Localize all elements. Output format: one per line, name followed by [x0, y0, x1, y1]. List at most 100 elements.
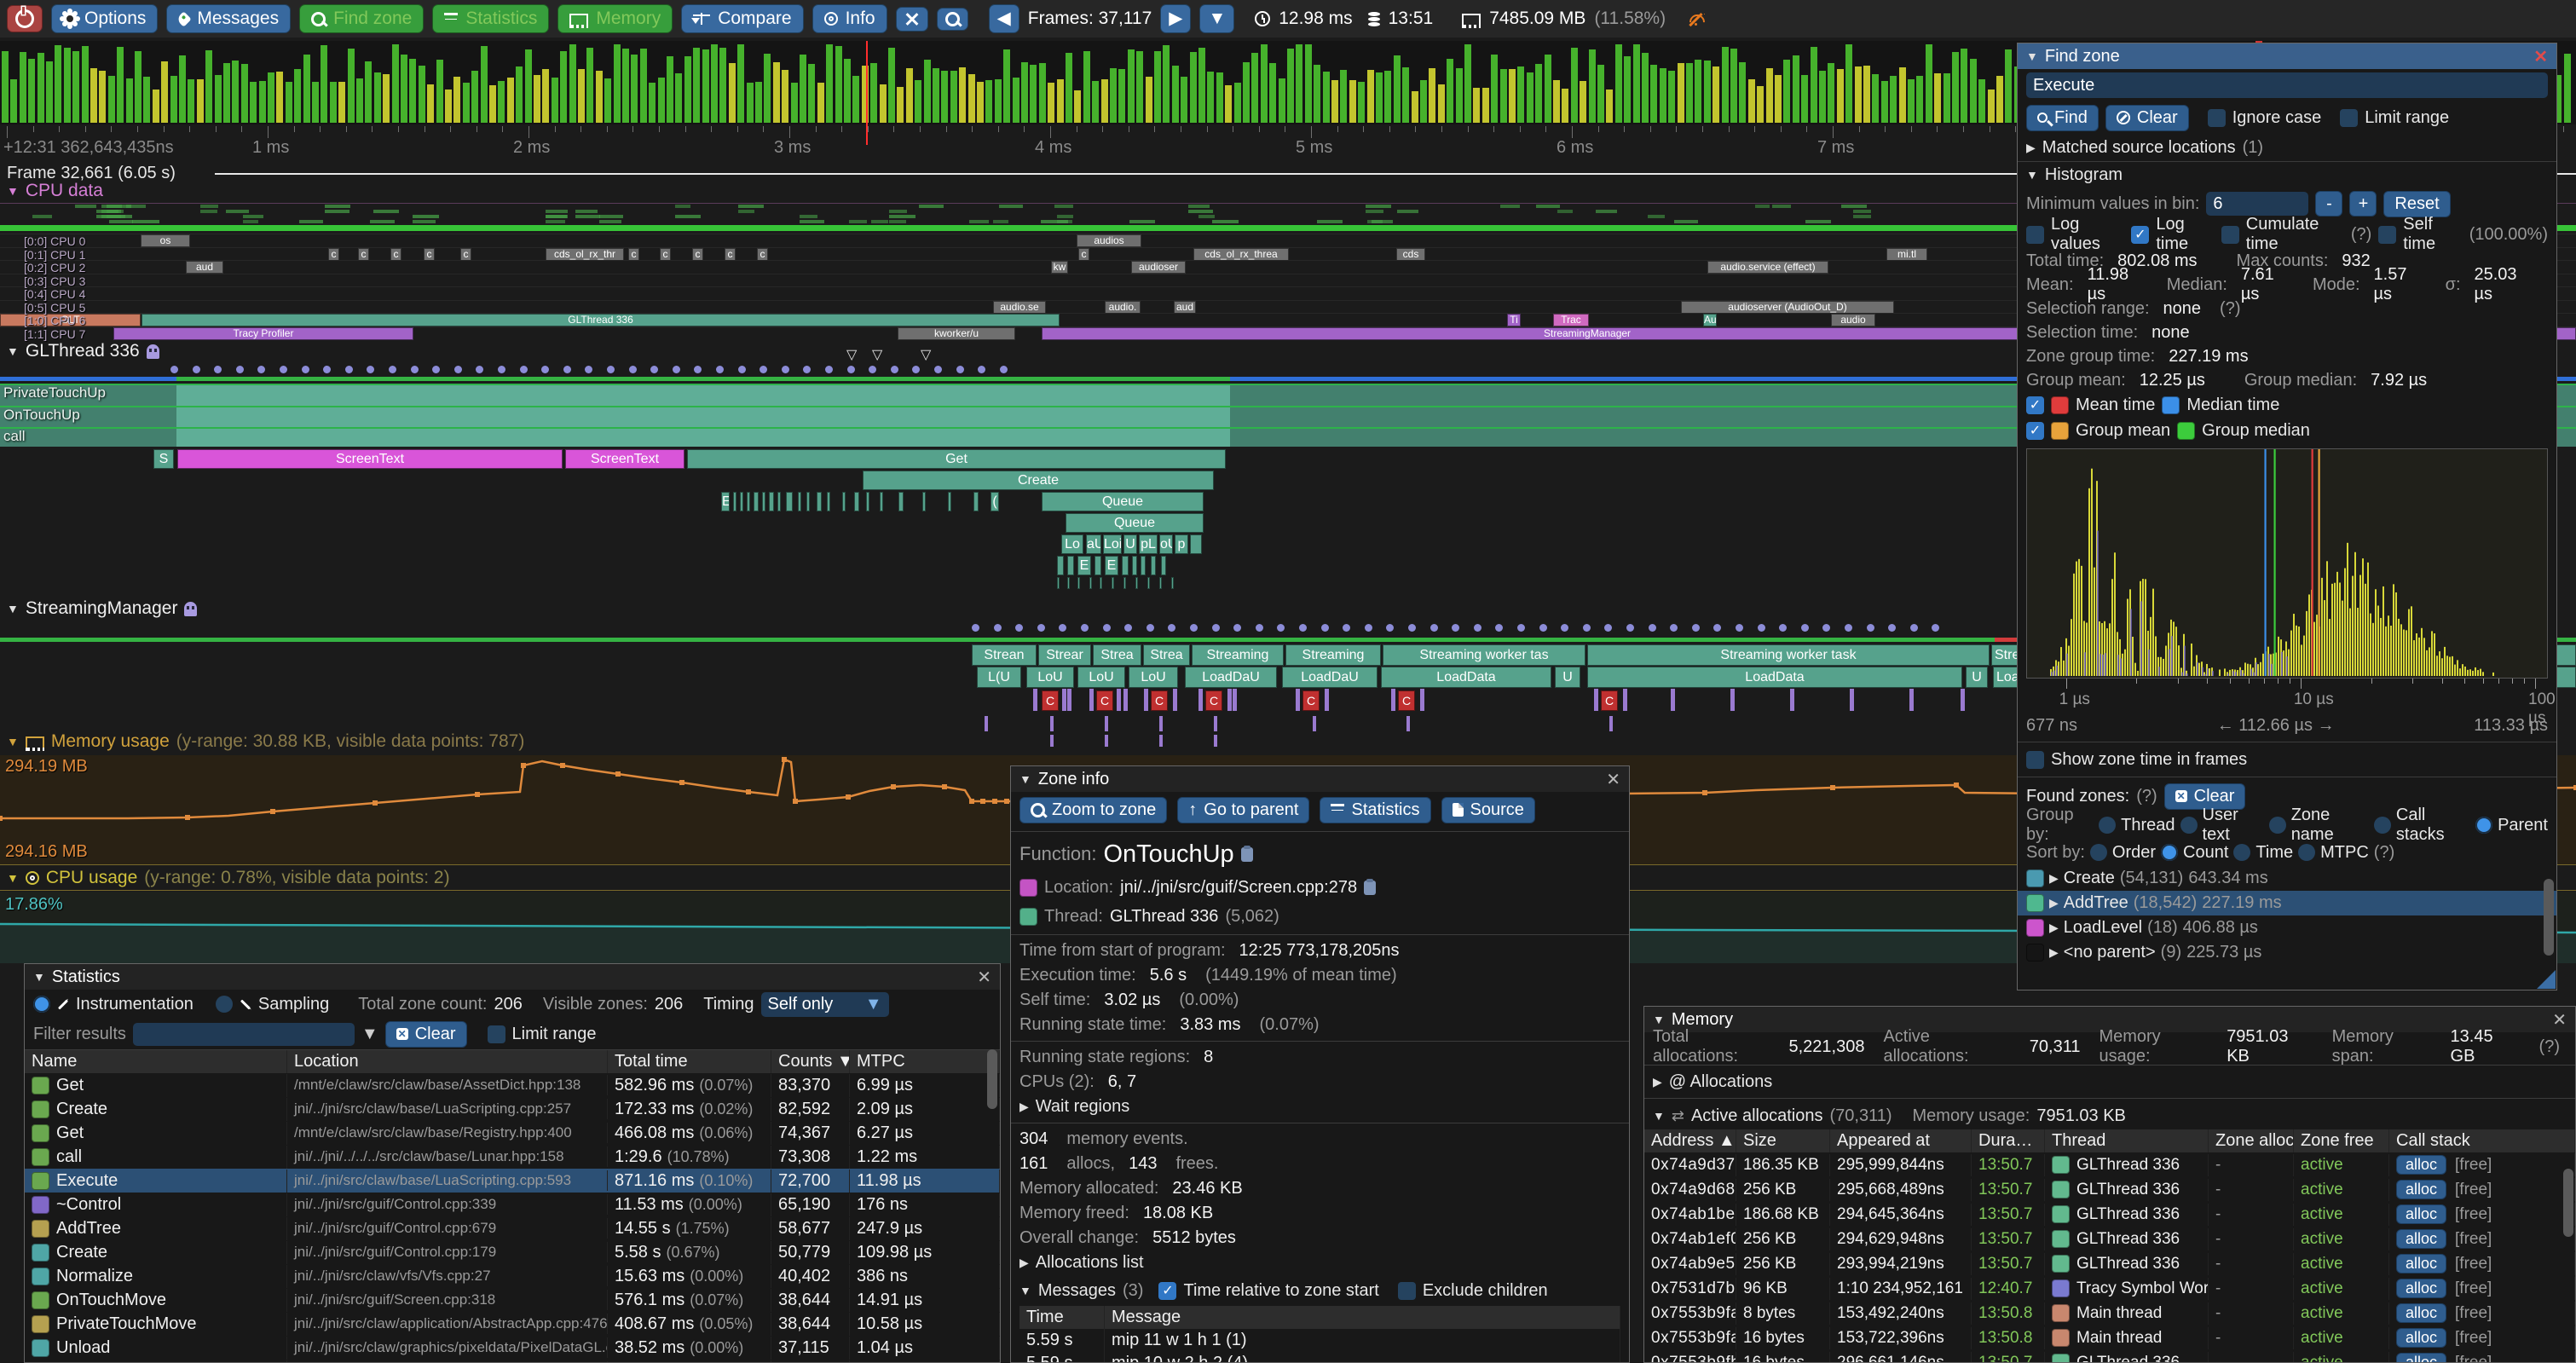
- column-header-time[interactable]: Time: [1019, 1306, 1105, 1329]
- limit-range-checkbox[interactable]: [2340, 108, 2359, 127]
- legend-checkbox[interactable]: ✓: [2026, 421, 2044, 440]
- cpu-zone[interactable]: audios: [1077, 234, 1141, 247]
- timeline-zone[interactable]: [1151, 556, 1156, 575]
- column-header-total-time[interactable]: Total time: [608, 1050, 771, 1073]
- timeline-zone[interactable]: [898, 492, 904, 511]
- timeline-zone[interactable]: [1190, 534, 1202, 554]
- close-icon[interactable]: ✕: [977, 967, 991, 987]
- close-icon[interactable]: ✕: [2533, 47, 2548, 66]
- message-dot[interactable]: [563, 366, 571, 373]
- message-dot[interactable]: [498, 366, 505, 373]
- timeline-zone[interactable]: LoadData: [1381, 667, 1551, 688]
- cpu-zone[interactable]: mi.tl: [1886, 247, 1927, 261]
- message-dot[interactable]: [257, 366, 266, 373]
- message-dot[interactable]: [1932, 624, 1940, 632]
- message-dot[interactable]: [869, 366, 877, 373]
- table-row[interactable]: Normalize jni/../jni/src/claw/vfs/Vfs.cpp…: [25, 1264, 1000, 1288]
- c-zone[interactable]: C: [1601, 690, 1618, 711]
- message-dot[interactable]: [519, 366, 528, 373]
- timeline-zone[interactable]: [798, 492, 801, 511]
- timeline-zone[interactable]: [786, 492, 793, 511]
- timing-select[interactable]: Self only ▼: [760, 991, 889, 1017]
- copy-icon[interactable]: [1240, 845, 1253, 862]
- table-row[interactable]: OnRedraw jni/../jni/src/claw/application/…: [25, 1360, 1000, 1362]
- message-dot[interactable]: [389, 366, 396, 373]
- message-dot[interactable]: [192, 366, 200, 373]
- message-dot[interactable]: [1343, 624, 1351, 632]
- histogram-group[interactable]: ▼ Histogram: [2026, 165, 2123, 184]
- c-zone[interactable]: C: [1205, 690, 1222, 711]
- cpu-zone[interactable]: aud: [1174, 300, 1196, 314]
- message-dot[interactable]: [825, 366, 833, 373]
- radio-count[interactable]: [2161, 844, 2179, 861]
- message-dot[interactable]: [1190, 624, 1198, 632]
- reset-button[interactable]: Reset: [2383, 190, 2451, 217]
- active-allocations-group[interactable]: ▼ ⇄ Active allocations (70,311) Memory u…: [1653, 1106, 2126, 1125]
- column-header-mtpc[interactable]: MTPC: [850, 1050, 1000, 1073]
- timeline-zone[interactable]: Strea: [1143, 644, 1190, 666]
- message-dot[interactable]: [1473, 624, 1481, 632]
- zone-info-button-statistics[interactable]: Statistics: [1320, 796, 1431, 823]
- timeline-zone[interactable]: [817, 492, 822, 511]
- message-dot[interactable]: [993, 624, 1002, 632]
- timeline-zone[interactable]: [827, 492, 830, 511]
- message-dot[interactable]: [1255, 624, 1263, 632]
- message-dot[interactable]: [1081, 624, 1089, 632]
- column-header-address[interactable]: Address ▲: [1644, 1129, 1736, 1152]
- timeline-zone[interactable]: ScreenText: [177, 449, 563, 469]
- message-dot[interactable]: [1015, 624, 1024, 632]
- timeline-zone[interactable]: Queue: [1042, 492, 1204, 511]
- radio-parent[interactable]: [2475, 817, 2493, 834]
- find-zone-titlebar[interactable]: ▼ Find zone ✕: [2018, 43, 2556, 69]
- message-dot[interactable]: [1408, 624, 1416, 632]
- timeline-zone[interactable]: LoU: [1077, 667, 1125, 688]
- timeline-zone[interactable]: Loi: [1103, 534, 1122, 554]
- memory-scrollbar[interactable]: [2563, 1169, 2573, 1237]
- clear-find-button[interactable]: Clear: [2105, 104, 2189, 131]
- timeline-zone[interactable]: LoadDaU: [1185, 667, 1277, 688]
- message-dot[interactable]: [1102, 624, 1111, 632]
- message-dot[interactable]: [1320, 624, 1329, 632]
- timeline-zone[interactable]: [866, 492, 869, 511]
- message-dot[interactable]: [912, 366, 921, 373]
- radio-mtpc[interactable]: [2298, 844, 2316, 861]
- table-row[interactable]: Execute jni/../jni/src/claw/base/LuaScrip…: [25, 1169, 1000, 1193]
- message-dot[interactable]: [1909, 624, 1918, 632]
- message-dot[interactable]: [1691, 624, 1700, 632]
- timeline-zone[interactable]: [754, 492, 759, 511]
- timeline-zone[interactable]: E: [1077, 556, 1091, 575]
- message-dot[interactable]: [737, 366, 746, 373]
- option-checkbox[interactable]: ✓: [2131, 225, 2150, 244]
- cpu-zone[interactable]: audio: [1831, 314, 1875, 326]
- message-dot[interactable]: [432, 366, 441, 373]
- cpu-zone[interactable]: cds: [1396, 247, 1425, 261]
- alloc-button[interactable]: alloc: [2396, 1204, 2447, 1224]
- cpu-zone[interactable]: c: [692, 247, 703, 261]
- bin-plus-button[interactable]: +: [2349, 191, 2377, 217]
- alloc-button[interactable]: alloc: [2396, 1279, 2447, 1298]
- timeline-zone[interactable]: [973, 492, 979, 511]
- cpu-zone[interactable]: cds_ol_rx_thr: [546, 247, 624, 261]
- cpu-zone[interactable]: c: [660, 247, 671, 261]
- timeline-zone[interactable]: [769, 492, 774, 511]
- close-icon[interactable]: ✕: [2552, 1010, 2567, 1030]
- cpu-zone[interactable]: c: [390, 247, 401, 261]
- cpu-zone[interactable]: Trac: [1553, 314, 1589, 326]
- message-dot[interactable]: [781, 366, 789, 373]
- message-dot[interactable]: [1736, 624, 1743, 632]
- timeline-zone[interactable]: LoU: [1026, 667, 1074, 688]
- statistics-scrollbar[interactable]: [987, 1049, 997, 1109]
- found-zones-scrollbar[interactable]: [2544, 879, 2554, 956]
- timeline-zone[interactable]: LoadData: [1587, 667, 1962, 688]
- timeline-zone[interactable]: [1159, 577, 1162, 589]
- column-header-message[interactable]: Message: [1105, 1306, 1620, 1329]
- timeline-zone[interactable]: Strea: [1093, 644, 1141, 666]
- timeline-zone[interactable]: [1067, 577, 1070, 589]
- table-row[interactable]: call jni/../jni/../../../src/claw/base/Lu…: [25, 1145, 1000, 1169]
- zone-info-button-go-to-parent[interactable]: ↑ Go to parent: [1177, 796, 1310, 823]
- column-header-location[interactable]: Location: [287, 1050, 608, 1073]
- tools-button[interactable]: [895, 6, 928, 32]
- cpu-zone[interactable]: audioser: [1131, 261, 1186, 274]
- cpu-zone[interactable]: audio.se: [993, 300, 1046, 314]
- timeline-zone[interactable]: [948, 492, 951, 511]
